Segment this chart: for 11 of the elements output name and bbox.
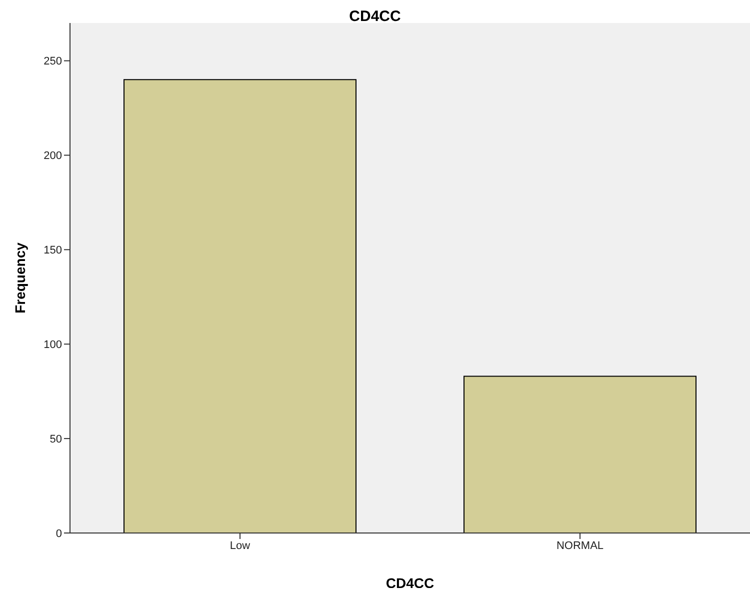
y-tick-label: 250 <box>44 56 62 68</box>
y-tick-label: 100 <box>44 339 62 352</box>
x-tick-label: Low <box>230 540 250 552</box>
y-tick-label: 150 <box>44 244 62 257</box>
chart-title: CD4CC <box>348 8 402 25</box>
x-tick-label: NORMAL <box>556 540 604 552</box>
y-tick-label: 0 <box>56 528 62 540</box>
x-axis-title: CD4CC <box>386 575 434 591</box>
y-axis-title: Frequency <box>12 242 28 314</box>
y-tick-label: 200 <box>44 150 62 162</box>
y-tick-label: 50 <box>50 433 62 446</box>
